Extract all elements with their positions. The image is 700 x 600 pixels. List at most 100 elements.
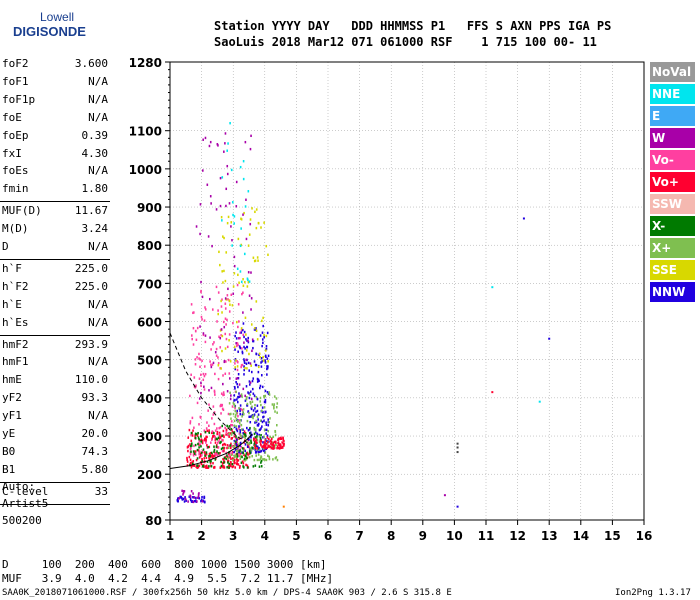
echo-point (236, 368, 239, 372)
echo-point (178, 497, 180, 500)
echo-point (208, 458, 211, 461)
echo-point (256, 404, 259, 407)
echo-point (231, 462, 234, 466)
echo-point (206, 429, 209, 433)
x-tick-label: 10 (446, 529, 463, 543)
echo-point (249, 393, 251, 397)
y-tick-label: 900 (137, 201, 162, 215)
echo-point (216, 453, 219, 457)
echo-point (265, 244, 268, 248)
echo-point (244, 454, 247, 458)
echo-point (194, 450, 197, 453)
echo-point (197, 431, 199, 435)
echo-point (255, 352, 258, 356)
echo-point (179, 496, 182, 499)
param-name: h`Es (2, 315, 29, 329)
echo-point (241, 413, 244, 416)
echo-point (222, 429, 225, 433)
footer-file-info: SAA0K_2018071061000.RSF / 300fx256h 50 k… (2, 588, 452, 598)
param-separator (0, 481, 110, 483)
echo-point (188, 495, 191, 498)
echo-point (233, 424, 236, 427)
echo-point (247, 391, 249, 394)
echo-point (222, 457, 224, 461)
echo-point (212, 434, 214, 438)
echo-point (239, 452, 242, 455)
echo-point (283, 444, 285, 447)
echo-point (252, 414, 255, 417)
echo-point (234, 415, 237, 419)
echo-point (254, 440, 257, 443)
echo-point (254, 431, 257, 434)
echo-point (187, 500, 189, 503)
echo-point (246, 445, 249, 449)
footer-version: Ion2Png 1.3.17 (615, 588, 691, 598)
echo-point (200, 499, 202, 503)
echo-point (239, 394, 242, 398)
echo-point (282, 442, 285, 446)
echo-point (228, 466, 231, 469)
echo-point (242, 160, 245, 163)
echo-point (235, 411, 238, 415)
echo-point (240, 327, 243, 330)
legend-item: X- (650, 216, 695, 236)
echo-point (250, 449, 253, 452)
echo-point (240, 461, 243, 464)
echo-point (208, 424, 210, 427)
echo-point (253, 413, 256, 416)
echo-point (250, 397, 253, 401)
echo-point (236, 382, 238, 386)
auto-label: Auto: (2, 480, 36, 493)
echo-point (189, 422, 192, 425)
echo-point (199, 232, 201, 236)
echo-point (259, 458, 262, 461)
echo-point (253, 428, 256, 431)
echo-point (210, 386, 213, 390)
echo-point (247, 339, 249, 343)
echo-point (203, 374, 206, 378)
echo-point (182, 491, 185, 494)
echo-point (247, 271, 250, 274)
echo-point (259, 442, 262, 445)
echo-point (269, 439, 272, 442)
echo-point (197, 436, 200, 439)
echo-point (186, 460, 189, 463)
echo-point (237, 450, 240, 453)
echo-point (237, 350, 239, 353)
echo-point (248, 280, 251, 283)
echo-point (265, 428, 267, 432)
echo-point (255, 454, 258, 457)
echo-point (281, 446, 284, 449)
echo-point (194, 434, 196, 437)
echo-point (248, 452, 251, 455)
echo-point (238, 337, 240, 340)
echo-point (200, 289, 202, 293)
echo-point (228, 333, 231, 336)
echo-point (271, 444, 273, 448)
echo-point (255, 419, 257, 423)
echo-point (209, 453, 211, 456)
echo-point (236, 398, 238, 401)
echo-point (279, 446, 281, 450)
x-tick-label: 13 (541, 529, 558, 543)
echo-point (238, 452, 241, 455)
echo-point (211, 417, 213, 420)
echo-point (215, 208, 218, 211)
echo-point (233, 272, 236, 275)
echo-point (548, 337, 551, 340)
echo-point (182, 490, 185, 493)
echo-point (198, 352, 200, 356)
echo-point (258, 379, 260, 383)
echo-point (241, 435, 244, 439)
echo-point (226, 390, 229, 393)
echo-point (248, 442, 251, 446)
echo-point (248, 392, 250, 395)
echo-point (226, 424, 228, 428)
echo-point (231, 423, 234, 427)
echo-point (225, 457, 228, 461)
echo-point (238, 320, 240, 323)
echo-point (213, 466, 216, 469)
echo-point (263, 449, 266, 452)
echo-point (236, 460, 238, 463)
echo-point (235, 337, 238, 340)
